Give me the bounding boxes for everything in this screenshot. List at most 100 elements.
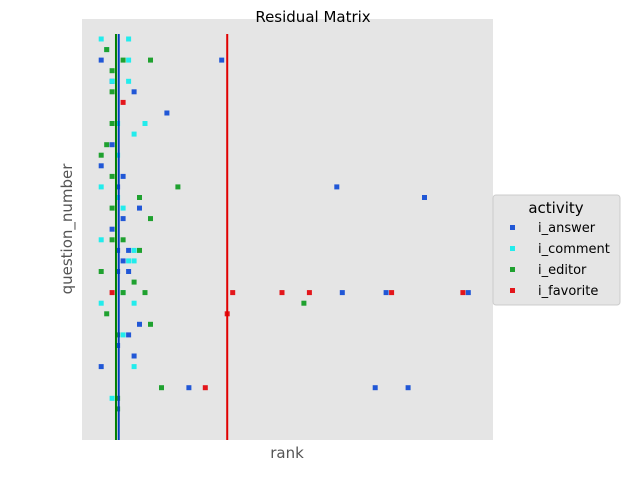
- point-i-comment-16: [131, 258, 137, 264]
- point-i-answer-15: [126, 247, 132, 253]
- point-i-answer-12: [120, 216, 126, 222]
- y-axis-label: question_number: [58, 163, 77, 295]
- point-i-comment-1: [126, 36, 132, 42]
- point-i-favorite-3: [279, 290, 285, 296]
- point-i-answer-1: [219, 57, 225, 63]
- legend-label-i-favorite: i_favorite: [538, 284, 598, 299]
- legend-swatch-i-editor: [510, 267, 515, 272]
- point-i-answer-18: [126, 269, 132, 274]
- legend-box: [492, 194, 621, 306]
- point-i-answer-29: [405, 385, 411, 391]
- chart-title: Residual Matrix: [255, 8, 370, 26]
- legend-label-i-comment: i_comment: [538, 242, 610, 257]
- point-i-editor-11: [109, 205, 115, 211]
- point-i-answer-0: [98, 57, 104, 63]
- point-i-editor-25: [115, 395, 121, 401]
- point-i-favorite-2: [230, 290, 236, 296]
- point-i-editor-9: [175, 184, 181, 190]
- point-i-answer-9: [334, 184, 340, 190]
- point-i-editor-18: [120, 290, 126, 296]
- point-i-answer-25: [131, 353, 137, 359]
- point-i-editor-20: [301, 300, 307, 306]
- point-i-answer-16: [120, 258, 126, 264]
- point-i-favorite-4: [306, 290, 312, 296]
- point-i-comment-13: [98, 237, 104, 243]
- point-i-editor-24: [159, 385, 164, 391]
- point-i-answer-4: [164, 110, 170, 116]
- point-i-answer-10: [422, 195, 427, 200]
- point-i-answer-24: [115, 343, 121, 348]
- point-i-answer-11: [137, 205, 142, 211]
- point-i-answer-14: [115, 247, 121, 253]
- point-i-editor-15: [137, 247, 142, 253]
- point-i-answer-23: [126, 332, 132, 338]
- point-i-editor-5: [109, 121, 115, 126]
- point-i-editor-3: [109, 68, 115, 74]
- point-i-editor-13: [109, 237, 115, 243]
- point-i-comment-7: [142, 121, 148, 126]
- point-i-comment-10: [98, 184, 104, 190]
- point-i-answer-6: [98, 163, 104, 169]
- point-i-comment-8: [131, 131, 137, 137]
- point-i-editor-19: [142, 290, 148, 296]
- point-i-editor-2: [148, 57, 153, 63]
- point-i-editor-14: [120, 237, 126, 243]
- point-i-editor-0: [104, 47, 110, 53]
- legend-label-i-answer: i_answer: [538, 221, 596, 236]
- point-i-editor-23: [115, 332, 121, 338]
- point-i-editor-26: [115, 406, 121, 412]
- point-i-editor-6: [104, 142, 110, 148]
- legend-swatch-i-comment: [510, 246, 515, 251]
- point-i-comment-18: [98, 300, 104, 306]
- point-i-comment-12: [120, 205, 126, 211]
- point-i-answer-8: [115, 184, 121, 190]
- point-i-comment-14: [131, 247, 137, 253]
- point-i-editor-8: [109, 173, 115, 179]
- legend-swatch-i-favorite: [510, 288, 515, 293]
- point-i-answer-20: [383, 290, 389, 296]
- point-i-comment-9: [115, 152, 121, 158]
- point-i-answer-5: [109, 142, 115, 148]
- x-axis-label: rank: [270, 444, 304, 462]
- point-i-comment-20: [120, 332, 126, 338]
- point-i-answer-13: [109, 226, 115, 232]
- point-i-answer-28: [372, 385, 378, 391]
- point-i-editor-17: [131, 279, 137, 285]
- point-i-comment-4: [109, 78, 115, 84]
- point-i-comment-11: [115, 195, 121, 200]
- legend-items: i_answer i_comment i_editor i_favorite: [510, 221, 610, 299]
- point-i-comment-5: [126, 78, 132, 84]
- point-i-editor-16: [98, 269, 104, 274]
- point-i-favorite-8: [202, 385, 208, 391]
- point-i-comment-21: [131, 364, 137, 370]
- legend-swatch-i-answer: [510, 225, 515, 230]
- point-i-comment-0: [98, 36, 104, 42]
- point-i-answer-7: [120, 173, 126, 179]
- point-i-answer-26: [98, 364, 104, 370]
- point-i-comment-19: [131, 300, 137, 306]
- point-i-comment-22: [109, 395, 115, 401]
- legend: activity i_answer i_comment i_editor i_favo…: [492, 194, 621, 306]
- point-i-answer-3: [131, 89, 137, 95]
- point-i-answer-21: [465, 290, 471, 296]
- point-i-editor-10: [137, 195, 142, 200]
- point-i-favorite-1: [109, 290, 115, 296]
- point-i-favorite-6: [460, 290, 466, 296]
- point-i-editor-21: [104, 311, 110, 317]
- point-i-comment-6: [115, 121, 121, 126]
- point-i-favorite-5: [389, 290, 395, 296]
- chart-marks: [98, 36, 471, 412]
- point-i-editor-1: [120, 57, 126, 63]
- point-i-editor-7: [98, 152, 104, 158]
- point-i-editor-12: [148, 216, 153, 222]
- reference-lines: [114, 34, 229, 440]
- point-i-editor-22: [148, 321, 153, 327]
- legend-title: activity: [528, 199, 583, 217]
- legend-label-i-editor: i_editor: [538, 263, 587, 278]
- plot-area: [82, 19, 493, 440]
- point-i-answer-22: [137, 321, 142, 327]
- point-i-answer-19: [339, 290, 345, 296]
- point-i-favorite-0: [120, 99, 126, 105]
- point-i-answer-27: [186, 385, 192, 391]
